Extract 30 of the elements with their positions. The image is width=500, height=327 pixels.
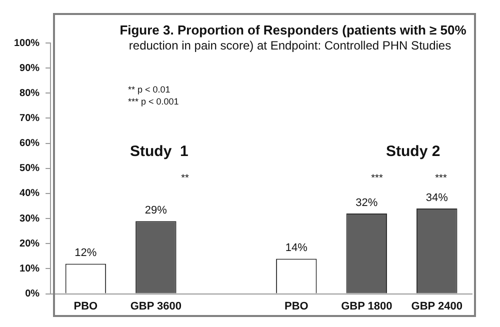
y-tick-label: 100% xyxy=(14,38,40,49)
chart-subtitle: reduction in pain score) at Endpoint: Controlled PHN Studies xyxy=(128,38,452,52)
data-label: 29% xyxy=(144,204,168,217)
y-tick-label: 40% xyxy=(20,188,40,200)
y-tick-label: 60% xyxy=(20,138,40,150)
data-label: 32% xyxy=(356,197,378,210)
y-tick-label: 50% xyxy=(20,163,40,174)
annotation: ** xyxy=(181,172,189,184)
data-label: 12% xyxy=(74,247,97,260)
annotation: Study 2 xyxy=(386,143,440,160)
annotation: *** xyxy=(371,172,383,184)
data-label: 14% xyxy=(285,242,308,254)
y-tick-label: 10% xyxy=(20,263,40,274)
y-tick-label: 30% xyxy=(20,213,40,224)
x-tick-label: GBP 1800 xyxy=(341,300,392,312)
x-tick-label: PBO xyxy=(74,300,98,312)
y-tick-label: 80% xyxy=(20,88,40,99)
x-tick-label: GBP 3600 xyxy=(130,300,182,312)
chart-title: Figure 3. Proportion of Responders (patients with ≥ 50% xyxy=(120,22,467,38)
y-tick-label: 70% xyxy=(20,112,40,124)
annotation: ** p < 0.01 xyxy=(128,84,170,94)
x-tick-label: PBO xyxy=(284,300,309,312)
data-label: 34% xyxy=(426,192,448,204)
x-tick-label: GBP 2400 xyxy=(411,300,462,312)
y-tick-label: 20% xyxy=(20,238,40,250)
annotation: Study 1 xyxy=(130,143,188,160)
y-tick-label: 90% xyxy=(20,62,40,74)
y-tick-label: 0% xyxy=(25,288,40,300)
annotation: *** p < 0.001 xyxy=(128,96,179,106)
annotation: *** xyxy=(435,172,447,184)
